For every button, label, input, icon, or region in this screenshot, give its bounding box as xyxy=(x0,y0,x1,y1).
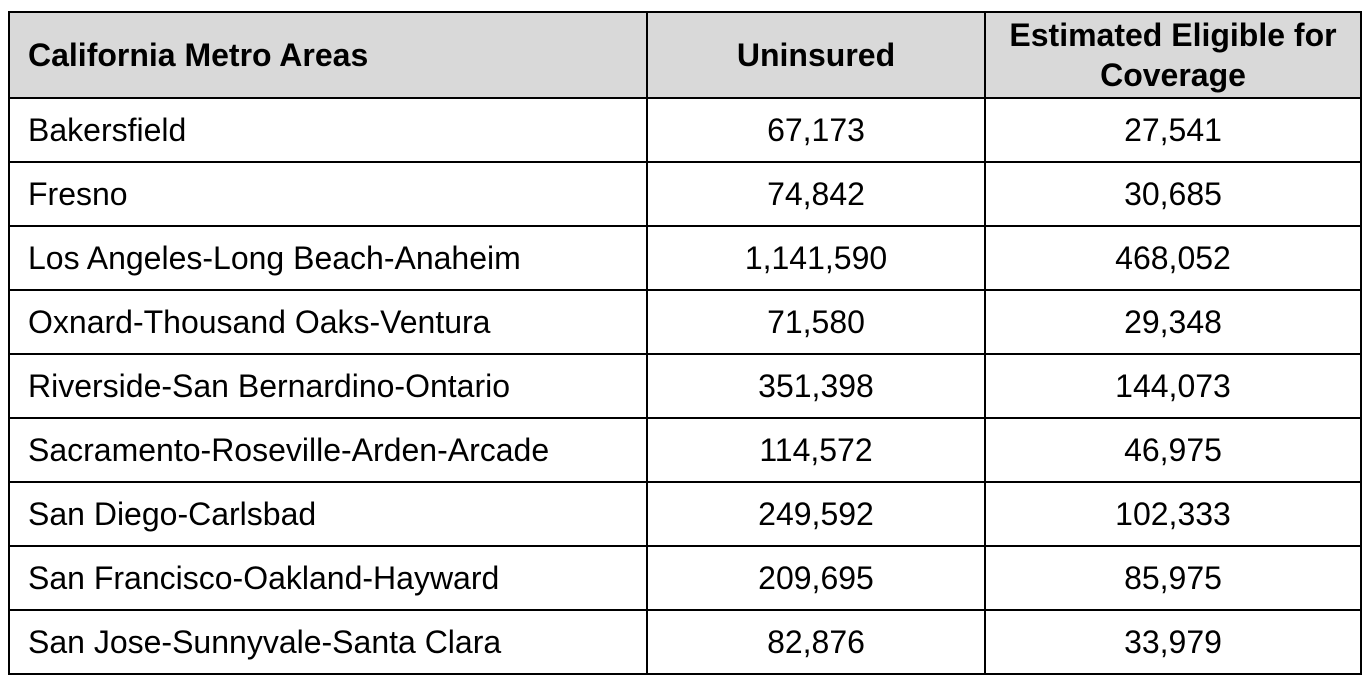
table-row: Oxnard-Thousand Oaks-Ventura 71,580 29,3… xyxy=(8,289,1362,355)
uninsured-cell: 114,572 xyxy=(646,417,986,483)
uninsured-cell: 249,592 xyxy=(646,481,986,547)
table-row: Bakersfield 67,173 27,541 xyxy=(8,97,1362,163)
eligible-cell: 85,975 xyxy=(984,545,1362,611)
metro-area-cell: Oxnard-Thousand Oaks-Ventura xyxy=(8,289,648,355)
eligible-cell: 29,348 xyxy=(984,289,1362,355)
metro-area-cell: San Jose-Sunnyvale-Santa Clara xyxy=(8,609,648,675)
uninsured-cell: 67,173 xyxy=(646,97,986,163)
uninsured-cell: 351,398 xyxy=(646,353,986,419)
eligible-cell: 144,073 xyxy=(984,353,1362,419)
metro-areas-table: California Metro Areas Uninsured Estimat… xyxy=(8,11,1362,675)
metro-area-cell: San Diego-Carlsbad xyxy=(8,481,648,547)
metro-area-cell: Bakersfield xyxy=(8,97,648,163)
header-metro-areas: California Metro Areas xyxy=(8,11,648,99)
metro-area-cell: Los Angeles-Long Beach-Anaheim xyxy=(8,225,648,291)
header-row: California Metro Areas Uninsured Estimat… xyxy=(8,11,1362,99)
eligible-cell: 102,333 xyxy=(984,481,1362,547)
header-estimated-eligible: Estimated Eligible for Coverage xyxy=(984,11,1362,99)
table-row: Los Angeles-Long Beach-Anaheim 1,141,590… xyxy=(8,225,1362,291)
metro-area-cell: Sacramento-Roseville-Arden-Arcade xyxy=(8,417,648,483)
metro-area-cell: Riverside-San Bernardino-Ontario xyxy=(8,353,648,419)
uninsured-cell: 1,141,590 xyxy=(646,225,986,291)
metro-area-cell: San Francisco-Oakland-Hayward xyxy=(8,545,648,611)
uninsured-cell: 74,842 xyxy=(646,161,986,227)
eligible-cell: 33,979 xyxy=(984,609,1362,675)
header-uninsured: Uninsured xyxy=(646,11,986,99)
eligible-cell: 46,975 xyxy=(984,417,1362,483)
table-body: Bakersfield 67,173 27,541 Fresno 74,842 … xyxy=(8,97,1362,675)
table-row: San Francisco-Oakland-Hayward 209,695 85… xyxy=(8,545,1362,611)
metro-area-cell: Fresno xyxy=(8,161,648,227)
table-row: Fresno 74,842 30,685 xyxy=(8,161,1362,227)
uninsured-cell: 71,580 xyxy=(646,289,986,355)
eligible-cell: 27,541 xyxy=(984,97,1362,163)
table-row: San Jose-Sunnyvale-Santa Clara 82,876 33… xyxy=(8,609,1362,675)
table-header: California Metro Areas Uninsured Estimat… xyxy=(8,11,1362,99)
table-row: Sacramento-Roseville-Arden-Arcade 114,57… xyxy=(8,417,1362,483)
eligible-cell: 468,052 xyxy=(984,225,1362,291)
table-row: Riverside-San Bernardino-Ontario 351,398… xyxy=(8,353,1362,419)
uninsured-cell: 82,876 xyxy=(646,609,986,675)
uninsured-cell: 209,695 xyxy=(646,545,986,611)
eligible-cell: 30,685 xyxy=(984,161,1362,227)
table-row: San Diego-Carlsbad 249,592 102,333 xyxy=(8,481,1362,547)
